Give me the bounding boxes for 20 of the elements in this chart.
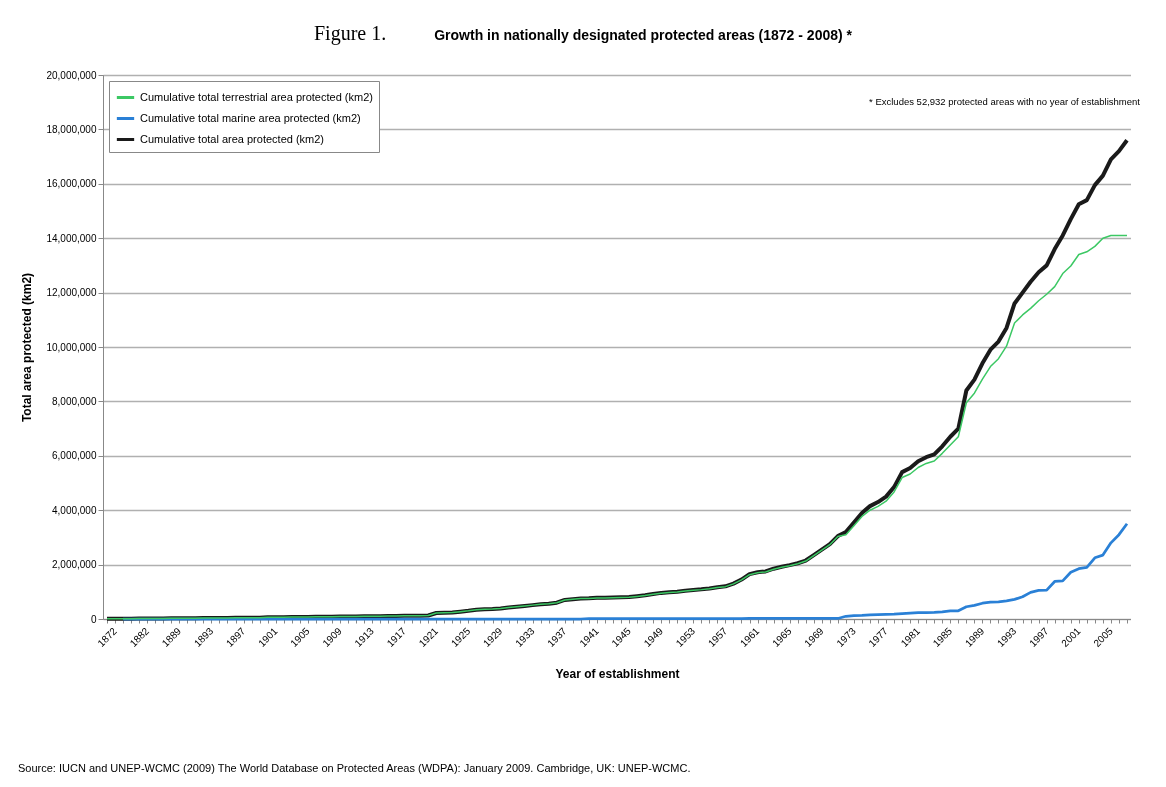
legend-label: Cumulative total terrestrial area protected (km2) bbox=[140, 90, 373, 103]
y-tick-label: 6,000,000 bbox=[52, 450, 97, 462]
y-tick-label: 0 bbox=[90, 613, 97, 625]
source-note: Source: IUCN and UNEP-WCMC (2009) The World Database on Protected Areas (WDPA): January 2009. Cambridge, UK: UNEP-WCMC. bbox=[18, 762, 691, 774]
y-axis-title: Total area protected (km2) bbox=[20, 272, 35, 423]
y-tick-label: 20,000,000 bbox=[46, 69, 97, 81]
y-tick-label: 12,000,000 bbox=[46, 287, 97, 299]
y-tick-label: 16,000,000 bbox=[46, 178, 97, 190]
caption: Figure 1. bbox=[313, 22, 387, 44]
legend-label: Cumulative total marine area protected (km2) bbox=[140, 111, 361, 124]
y-tick-label: 18,000,000 bbox=[46, 123, 97, 135]
y-tick-label: 8,000,000 bbox=[52, 395, 97, 407]
y-tick-label: 2,000,000 bbox=[52, 559, 97, 571]
y-tick-label: 10,000,000 bbox=[46, 341, 97, 353]
y-tick-label: 4,000,000 bbox=[52, 504, 97, 516]
y-tick-label: 14,000,000 bbox=[46, 232, 97, 244]
chart-title: Growth in nationally designated protected areas (1872 - 2008) * bbox=[434, 27, 852, 43]
x-axis-title: Year of establishment bbox=[555, 666, 680, 681]
legend-label: Cumulative total area protected (km2) bbox=[140, 132, 325, 145]
annotation: * Excludes 52,932 protected areas with no year of establishment bbox=[869, 96, 1140, 107]
